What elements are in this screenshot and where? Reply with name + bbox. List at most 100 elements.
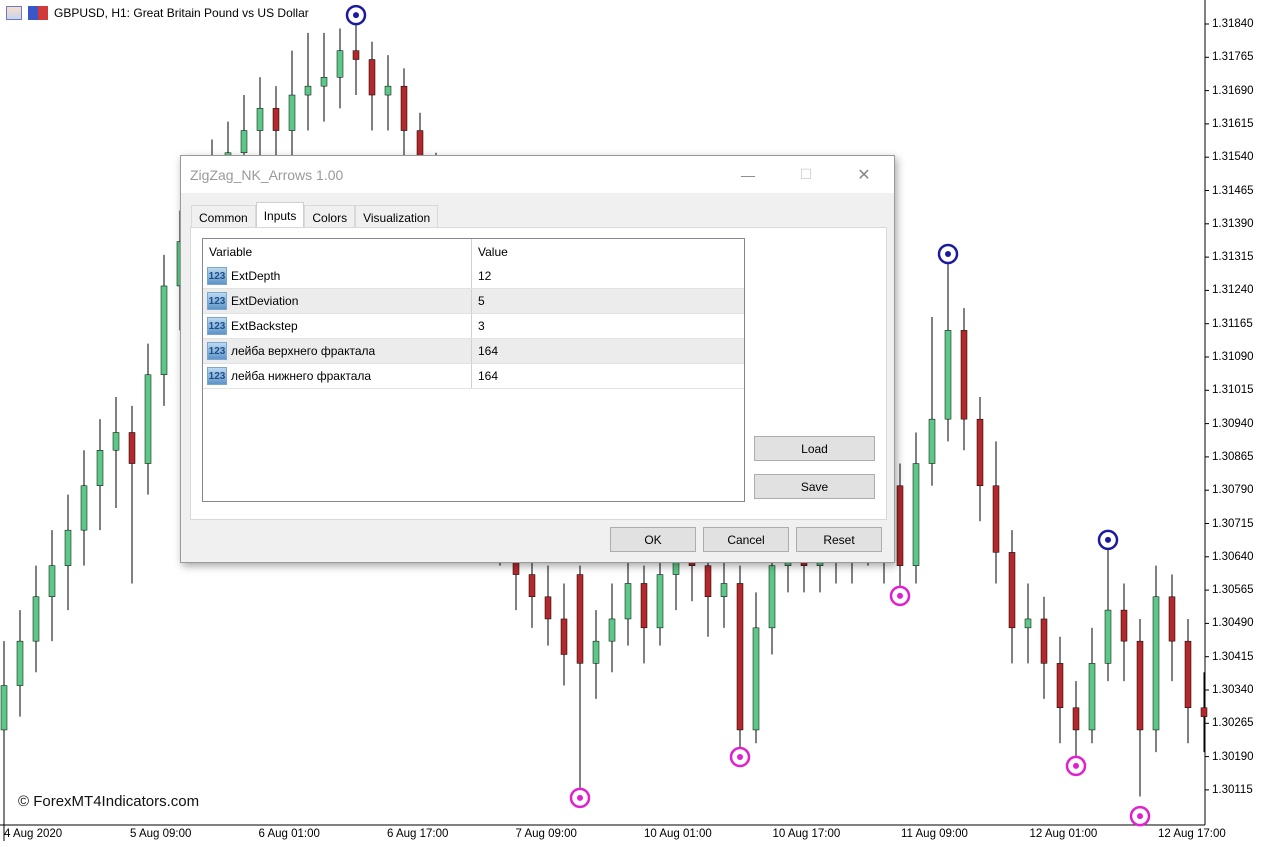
tab-bar: Common Inputs Colors Visualization [191, 202, 439, 229]
bearish-candle [576, 574, 584, 664]
y-tick-label: 1.30415 [1212, 650, 1254, 663]
bearish-candle [560, 618, 568, 655]
bullish-candle [768, 565, 776, 629]
x-tick-label: 11 Aug 09:00 [901, 828, 968, 840]
variable-cell[interactable]: 123 лейба нижнего фрактала [203, 364, 472, 388]
close-button[interactable]: ✕ [857, 166, 871, 184]
bottom-fractal-marker-dot [577, 794, 583, 801]
x-tick-label: 5 Aug 09:00 [130, 828, 192, 840]
x-tick-label: 7 Aug 09:00 [515, 828, 577, 840]
bottom-fractal-marker-dot [737, 754, 743, 761]
bullish-candle [944, 330, 952, 420]
bearish-candle [896, 485, 904, 566]
bullish-candle [304, 85, 312, 96]
bullish-candle [1088, 663, 1096, 731]
integer-type-icon: 123 [207, 317, 227, 335]
variable-cell[interactable]: 123 ExtDepth [203, 264, 472, 288]
save-button[interactable]: Save [754, 474, 875, 499]
header-value[interactable]: Value [478, 244, 508, 259]
y-tick-label: 1.30115 [1212, 783, 1253, 796]
y-tick-label: 1.31090 [1212, 351, 1254, 363]
y-tick-label: 1.31615 [1212, 117, 1254, 130]
variable-name: ExtDeviation [231, 294, 299, 308]
bearish-candle [1120, 609, 1128, 642]
y-tick-label: 1.31540 [1212, 151, 1254, 164]
load-button[interactable]: Load [754, 436, 875, 461]
value-cell[interactable]: 5 [478, 294, 485, 308]
bottom-fractal-marker-dot [897, 592, 903, 599]
table-row[interactable]: 123 ExtDeviation 5 [203, 289, 744, 314]
table-header: Variable Value [203, 239, 744, 264]
integer-type-icon: 123 [207, 292, 227, 310]
y-tick-label: 1.31690 [1212, 84, 1254, 97]
tab-visualization[interactable]: Visualization [355, 205, 439, 229]
y-tick-label: 1.31240 [1212, 284, 1254, 297]
x-tick-label: 10 Aug 17:00 [772, 828, 841, 840]
top-fractal-marker-dot [1105, 536, 1111, 543]
bearish-candle [736, 583, 744, 731]
ok-button[interactable]: OK [610, 527, 696, 552]
x-tick-label: 10 Aug 01:00 [644, 828, 712, 840]
bullish-candle [320, 77, 328, 87]
header-variable[interactable]: Variable [203, 239, 472, 264]
bullish-candle [64, 529, 72, 566]
bottom-fractal-marker-dot [1137, 813, 1143, 820]
chart-title: GBPUSD, H1: Great Britain Pound vs US Do… [54, 6, 309, 20]
value-cell[interactable]: 12 [478, 269, 492, 283]
symbol-icon [28, 6, 48, 20]
bullish-candle [720, 583, 728, 598]
table-row[interactable]: 123 ExtDepth 12 [203, 264, 744, 289]
bearish-candle [1184, 640, 1192, 709]
variable-cell[interactable]: 123 лейба верхнего фрактала [203, 339, 472, 363]
tab-common[interactable]: Common [191, 205, 256, 229]
y-tick-label: 1.30565 [1212, 584, 1254, 597]
bullish-candle [624, 583, 632, 620]
variable-cell[interactable]: 123 ExtDeviation [203, 289, 472, 313]
indicator-settings-dialog: ZigZag_NK_Arrows 1.00 — ☐ ✕ Common Input… [180, 155, 895, 563]
x-tick-label: 6 Aug 17:00 [387, 828, 449, 840]
bearish-candle [272, 108, 280, 131]
bullish-candle [96, 449, 104, 487]
bearish-candle [544, 596, 552, 620]
bullish-candle [48, 565, 56, 598]
integer-type-icon: 123 [207, 342, 227, 360]
bearish-candle [640, 583, 648, 629]
table-row[interactable]: 123 лейба нижнего фрактала 164 [203, 364, 744, 389]
bullish-candle [608, 618, 616, 642]
bearish-candle [1200, 707, 1208, 717]
y-tick-label: 1.31165 [1212, 317, 1253, 330]
minimize-button[interactable]: — [741, 166, 755, 183]
bullish-candle [752, 627, 760, 731]
table-row[interactable]: 123 ExtBackstep 3 [203, 314, 744, 339]
x-tick-label: 4 Aug 2020 [4, 828, 63, 840]
y-tick-label: 1.31840 [1212, 18, 1254, 30]
bearish-candle [1072, 707, 1080, 731]
bearish-candle [528, 574, 536, 598]
bearish-candle [128, 432, 136, 464]
y-tick-label: 1.30265 [1212, 717, 1254, 730]
bullish-candle [912, 463, 920, 566]
tab-colors[interactable]: Colors [304, 205, 356, 229]
reset-button[interactable]: Reset [796, 527, 882, 552]
bullish-candle [160, 285, 168, 376]
bearish-candle [704, 565, 712, 598]
watermark: © ForexMT4Indicators.com [18, 793, 200, 810]
dialog-title-bar[interactable]: ZigZag_NK_Arrows 1.00 [181, 156, 894, 193]
chart-window-icon [6, 6, 22, 20]
value-cell[interactable]: 164 [478, 344, 499, 358]
bullish-candle [288, 94, 296, 131]
tab-inputs[interactable]: Inputs [255, 202, 305, 229]
maximize-button[interactable]: ☐ [799, 166, 813, 182]
variable-cell[interactable]: 123 ExtBackstep [203, 314, 472, 338]
inputs-panel: Variable Value 123 ExtDepth 12 123 ExtDeviat… [190, 227, 887, 520]
bullish-candle [256, 108, 264, 131]
bullish-candle [384, 85, 392, 96]
value-cell[interactable]: 3 [478, 319, 485, 333]
bullish-candle [16, 640, 24, 686]
integer-type-icon: 123 [207, 367, 227, 385]
bearish-candle [1168, 596, 1176, 642]
cancel-button[interactable]: Cancel [703, 527, 789, 552]
value-cell[interactable]: 164 [478, 369, 499, 383]
table-row[interactable]: 123 лейба верхнего фрактала 164 [203, 339, 744, 364]
